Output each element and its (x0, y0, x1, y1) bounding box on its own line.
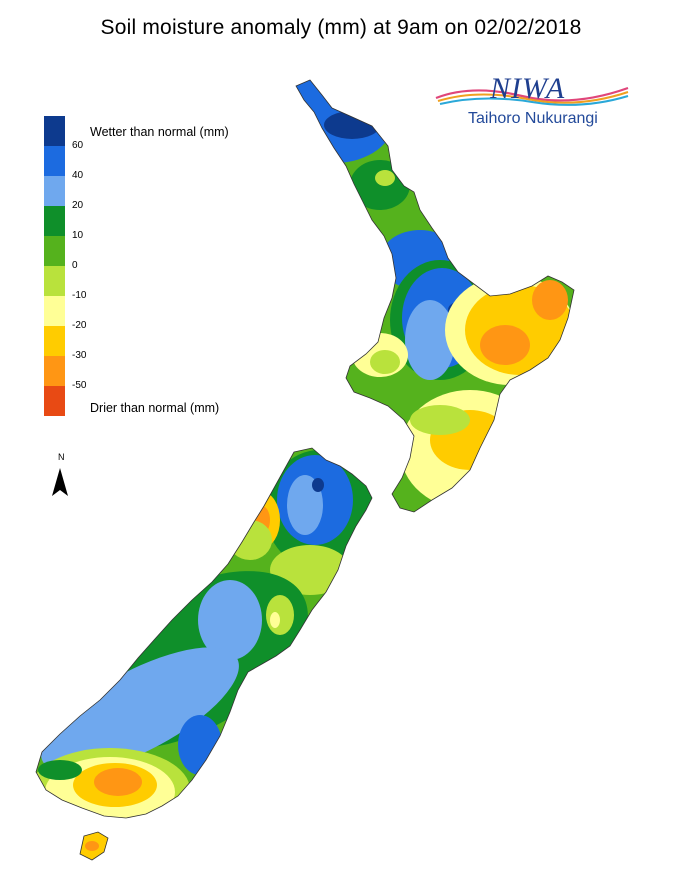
north-island (296, 80, 574, 512)
legend-tick: -20 (72, 320, 87, 331)
legend-tick: 60 (72, 140, 84, 151)
south-island (36, 448, 372, 818)
legend-tick: -50 (72, 380, 87, 391)
legend-swatch (44, 326, 65, 356)
legend-swatch (44, 146, 65, 176)
legend-tick: 40 (72, 170, 84, 181)
south-island-coastline (35, 447, 373, 819)
legend-swatch (44, 266, 65, 296)
north-arrow: N (50, 452, 74, 500)
legend-swatch (44, 176, 65, 206)
logo-wordmark: NIWA (490, 72, 566, 105)
legend-swatch (44, 116, 65, 146)
legend-swatch (44, 356, 65, 386)
legend-wetter-label: Wetter than normal (mm) (90, 125, 229, 139)
north-arrow-icon (52, 468, 68, 496)
legend: 60 40 20 10 0 -10 -20 -30 -50 Wetter tha… (44, 116, 304, 426)
niwa-logo: NIWA Taihoro Nukurangi (432, 68, 632, 138)
legend-tick: 20 (72, 200, 84, 211)
legend-tick: -30 (72, 350, 87, 361)
north-label: N (58, 452, 65, 462)
north-island-coastline (295, 79, 575, 513)
legend-tick: 0 (72, 260, 78, 271)
logo-subtitle: Taihoro Nukurangi (468, 110, 598, 127)
stewart-island-core (85, 841, 99, 851)
logo-swoosh-icon (435, 86, 629, 106)
legend-swatch (44, 206, 65, 236)
legend-swatch (44, 386, 65, 416)
legend-swatch (44, 296, 65, 326)
legend-swatch (44, 236, 65, 266)
legend-tick: -10 (72, 290, 87, 301)
legend-drier-label: Drier than normal (mm) (90, 401, 220, 415)
legend-tick: 10 (72, 230, 84, 241)
map-title: Soil moisture anomaly (mm) at 9am on 02/… (100, 16, 582, 39)
